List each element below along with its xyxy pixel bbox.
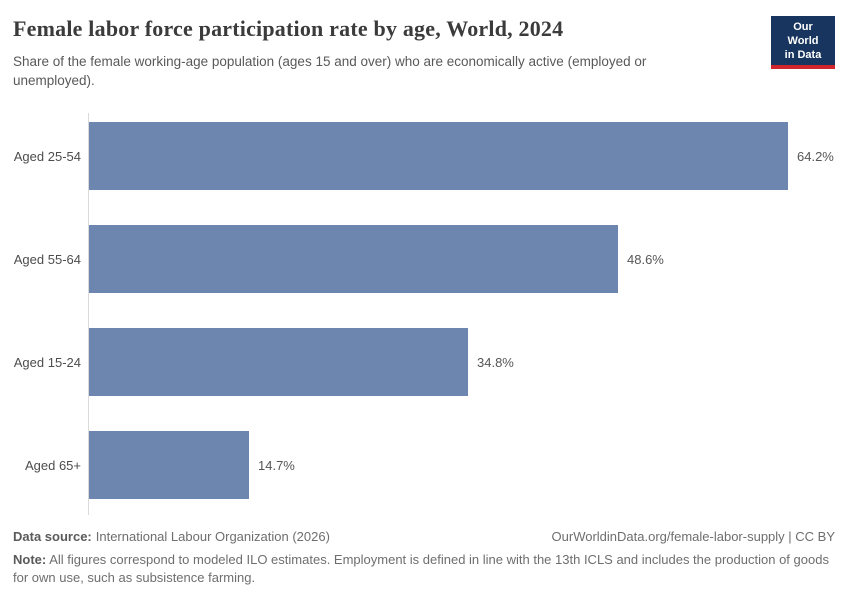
category-label: Aged 15-24 [13, 354, 81, 370]
bar-chart: Aged 25-54 64.2% Aged 55-64 48.6% Aged 15-24… [0, 113, 850, 515]
chart-row: Aged 55-64 48.6% [0, 225, 850, 293]
chart-subtitle: Share of the female working-age populati… [13, 54, 647, 89]
bar-aged-65-[interactable] [89, 431, 249, 499]
page-title: Female labor force participation rate by… [13, 16, 564, 41]
note-label: Note: [13, 552, 47, 567]
data-source: Data source: International Labour Organiz… [13, 529, 330, 544]
value-label: 14.7% [258, 457, 295, 473]
y-axis-line [88, 113, 89, 515]
category-label: Aged 65+ [24, 457, 81, 473]
owid-logo: Our World in Data [771, 16, 835, 70]
value-label: 64.2% [797, 148, 834, 164]
value-label: 34.8% [477, 354, 514, 370]
owid-logo-line2: in Data [784, 48, 822, 61]
owid-logo-line1: Our World [787, 21, 819, 47]
bar-aged-55-64[interactable] [89, 225, 618, 293]
chart-row: Aged 25-54 64.2% [0, 122, 850, 190]
chart-row: Aged 15-24 34.8% [0, 328, 850, 396]
owid-cc-link[interactable]: OurWorldinData.org/female-labor-supply |… [551, 529, 835, 544]
footer-note: Note: All figures correspond to modeled I… [13, 551, 839, 587]
data-source-label: Data source: [13, 529, 92, 544]
bar-aged-25-54[interactable] [89, 122, 788, 190]
bar-aged-15-24[interactable] [89, 328, 468, 396]
note-text: All figures correspond to modeled ILO es… [13, 552, 829, 586]
footer-source-row: Data source: International Labour Organiz… [13, 529, 835, 544]
data-source-text: International Labour Organization (2026) [95, 529, 330, 544]
category-label: Aged 25-54 [13, 148, 81, 164]
category-label: Aged 55-64 [13, 251, 81, 267]
value-label: 48.6% [627, 251, 664, 267]
chart-row: Aged 65+ 14.7% [0, 431, 850, 499]
